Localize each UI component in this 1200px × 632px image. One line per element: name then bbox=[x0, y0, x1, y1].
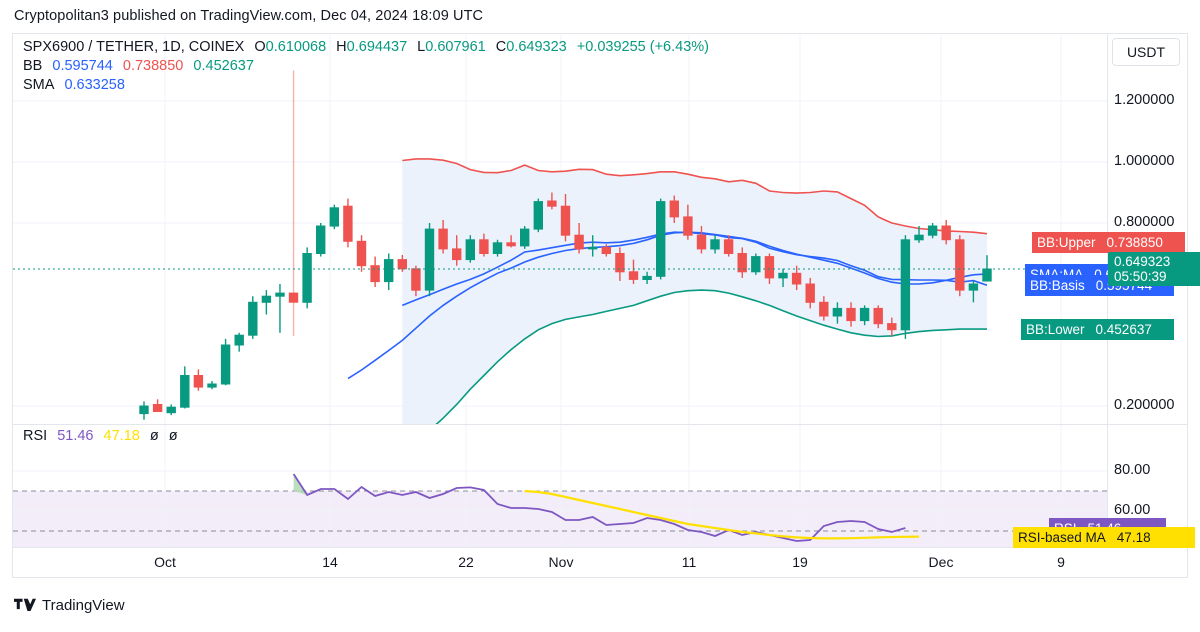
time-axis-tick: 11 bbox=[681, 554, 697, 570]
tradingview-logo-text: TradingView bbox=[42, 597, 125, 614]
price-pane[interactable]: SPX6900 / TETHER, 1D, COINEX O0.610068 H… bbox=[13, 34, 1187, 424]
time-axis-tick: 22 bbox=[458, 554, 474, 570]
rsi-legend-value: 51.46 bbox=[57, 428, 94, 444]
time-axis: Oct 14 22 Nov 11 19 Dec 9 bbox=[13, 548, 1107, 577]
time-axis-tick: Dec bbox=[928, 554, 954, 570]
time-axis-pane[interactable]: Oct 14 22 Nov 11 19 Dec 9 bbox=[13, 548, 1187, 577]
badge-bb-upper-label: BB:Upper bbox=[1032, 231, 1101, 253]
badge-current-price[interactable]: 0.649323 05:50:39 bbox=[1108, 251, 1200, 286]
badge-rsi-ma[interactable]: RSI-based MA 47.18 bbox=[1013, 526, 1195, 548]
chart-frame: SPX6900 / TETHER, 1D, COINEX O0.610068 H… bbox=[12, 33, 1200, 578]
current-price-value: 0.649323 bbox=[1114, 253, 1171, 269]
pane-separator bbox=[13, 424, 1187, 425]
rsi-axis-tick: 80.00 bbox=[1114, 462, 1151, 478]
time-axis-tick: Nov bbox=[548, 554, 574, 570]
badge-rsi-ma-label: RSI-based MA bbox=[1013, 526, 1111, 548]
time-axis-separator bbox=[13, 547, 1187, 548]
price-axis[interactable]: 1.200000 1.000000 0.800000 0.200000 80.00 60.… bbox=[1108, 34, 1200, 547]
rsi-axis-tick: 60.00 bbox=[1114, 502, 1151, 518]
price-axis-tick: 1.000000 bbox=[1114, 153, 1175, 169]
time-axis-tick: 19 bbox=[792, 554, 808, 570]
time-axis-tick: 14 bbox=[322, 554, 338, 570]
price-axis-tick: 0.200000 bbox=[1114, 397, 1175, 413]
currency-badge[interactable]: USDT bbox=[1112, 38, 1180, 66]
badge-bb-lower[interactable]: BB:Lower 0.452637 bbox=[1021, 318, 1174, 340]
badge-rsi-ma-value: 47.18 bbox=[1110, 526, 1195, 548]
rsi-legend-na-2: ø bbox=[168, 428, 178, 444]
badge-bb-lower-value: 0.452637 bbox=[1089, 318, 1174, 340]
rsi-legend-na-1: ø bbox=[149, 428, 159, 444]
badge-bb-upper-value: 0.738850 bbox=[1100, 231, 1185, 253]
badge-bb-lower-label: BB:Lower bbox=[1021, 318, 1090, 340]
price-plot bbox=[13, 34, 1107, 424]
current-price-countdown: 05:50:39 bbox=[1114, 268, 1167, 284]
rsi-legend-ma-value: 47.18 bbox=[103, 428, 140, 444]
tradingview-branding: TradingView bbox=[14, 597, 125, 614]
badge-bb-upper[interactable]: BB:Upper 0.738850 bbox=[1032, 231, 1185, 253]
rsi-plot bbox=[13, 425, 1107, 547]
rsi-pane[interactable]: RSI 51.46 47.18 ø ø bbox=[13, 425, 1187, 547]
rsi-legend: RSI 51.46 47.18 ø ø bbox=[23, 428, 178, 444]
badge-bb-basis-label: BB:Basis bbox=[1025, 275, 1090, 297]
price-axis-tick: 1.200000 bbox=[1114, 92, 1175, 108]
time-axis-tick: 9 bbox=[1057, 554, 1065, 570]
time-axis-tick: Oct bbox=[154, 554, 176, 570]
tradingview-logo-icon bbox=[14, 598, 36, 611]
price-axis-tick: 0.800000 bbox=[1114, 214, 1175, 230]
rsi-legend-label[interactable]: RSI bbox=[23, 428, 48, 444]
publication-line: Cryptopolitan3 published on TradingView.… bbox=[14, 8, 484, 24]
